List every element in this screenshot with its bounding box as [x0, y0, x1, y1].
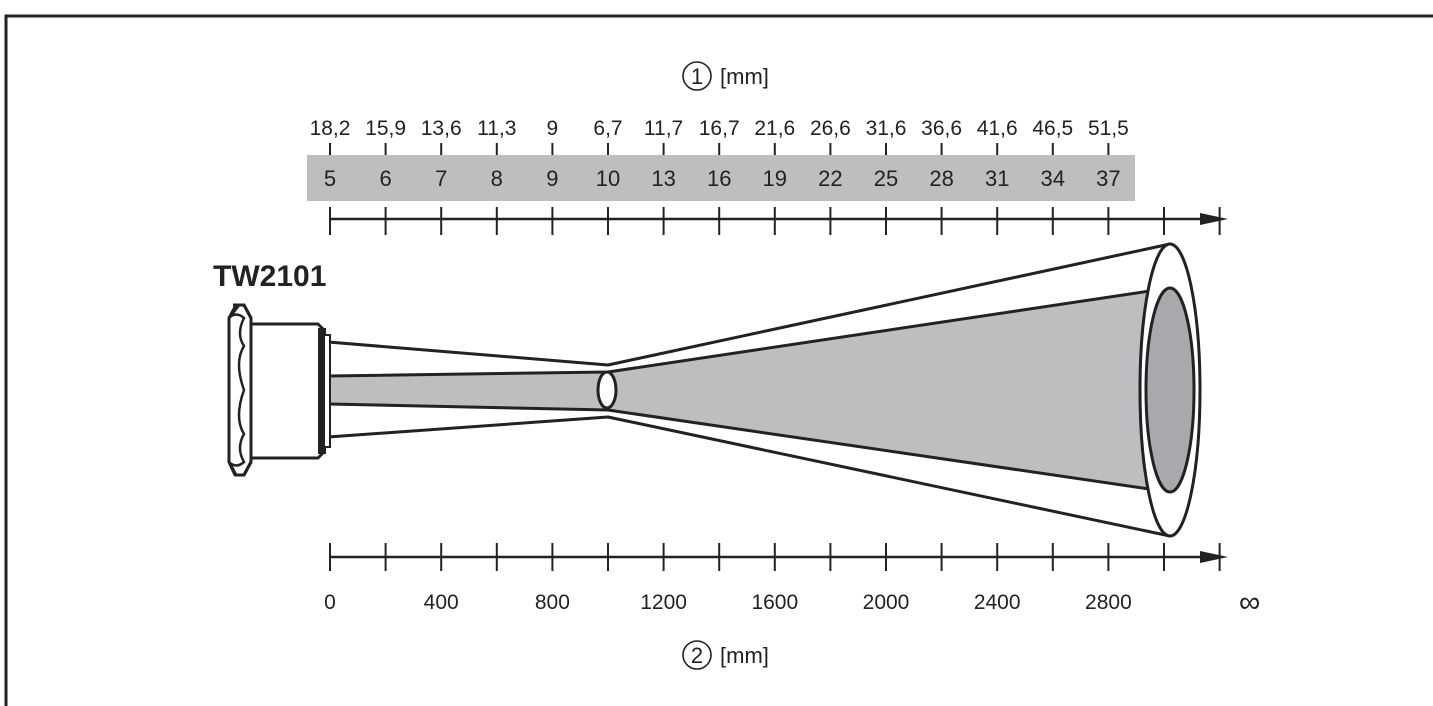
band-value-labels: 5 6 7 8 9 10 13 16 19 22 25 28 31 34 37: [324, 166, 1121, 191]
band-ticks: [329, 143, 1110, 155]
top-axis-legend: 1 [mm]: [682, 61, 769, 91]
spot-size-label: 11,7: [644, 117, 683, 140]
spot-size-label: 36,6: [921, 117, 962, 140]
distance-label: 2400: [974, 591, 1021, 614]
spot-size-label: 9: [547, 117, 559, 140]
model-label: TW2101: [213, 260, 326, 293]
bottom-axis-labels: 0 400 800 1200 1600 2000 2400 2800 ∞: [324, 586, 1260, 619]
top-axis-arrow: [1200, 213, 1228, 225]
band-value-label: 28: [929, 166, 953, 191]
band-value-label: 34: [1041, 166, 1065, 191]
top-distance-axis: [329, 207, 1228, 235]
bottom-axis-legend: 2 [mm]: [682, 640, 769, 670]
sensor-body: [227, 303, 331, 477]
spot-size-label: 15,9: [365, 117, 406, 140]
marker-1-circle: [682, 61, 712, 91]
spot-size-label: 21,6: [754, 117, 795, 140]
band-value-label: 9: [546, 166, 558, 191]
band-value-label: 10: [596, 166, 620, 191]
spot-size-label: 26,6: [810, 117, 851, 140]
spot-size-label: 13,6: [421, 117, 462, 140]
spot-size-labels: 18,2 15,9 13,6 11,3 9 6,7 11,7 16,7 21,6 26,6 31,6…: [310, 117, 1129, 140]
marker-2-circle: [682, 640, 712, 670]
distance-label: 1200: [640, 591, 687, 614]
band-value-label: 5: [324, 166, 336, 191]
sensor-lens-ring: [318, 328, 326, 454]
spot-size-label: 16,7: [699, 117, 740, 140]
spot-size-label: 11,3: [477, 117, 516, 140]
far-inner-ellipse: [1144, 286, 1196, 494]
focus-spot: [596, 370, 618, 410]
inner-beam-cone: [326, 286, 1172, 494]
frame-border: [4, 14, 1433, 706]
band-value-label: 16: [707, 166, 731, 191]
sensor-nut-profile: [228, 313, 246, 467]
distance-label: 0: [324, 591, 336, 614]
band-background: [307, 155, 1135, 201]
band-value-label: 19: [763, 166, 787, 191]
band-value-label: 22: [818, 166, 842, 191]
bottom-axis-unit: [mm]: [720, 643, 769, 668]
distance-label: 800: [535, 591, 570, 614]
marker-1-number: 1: [691, 64, 703, 89]
spot-size-label: 41,6: [977, 117, 1018, 140]
spot-size-label: 18,2: [310, 117, 351, 140]
band-value-label: 37: [1096, 166, 1120, 191]
spot-size-label: 31,6: [866, 117, 907, 140]
distance-label: 1600: [751, 591, 798, 614]
bottom-axis-arrow: [1200, 551, 1228, 563]
sensor-nut-outline: [227, 303, 253, 477]
sensor-housing: [249, 322, 326, 460]
bottom-distance-axis: [329, 543, 1228, 571]
sensor-lens: [323, 334, 331, 448]
band-value-label: 31: [985, 166, 1009, 191]
band-value-label: 25: [874, 166, 898, 191]
marker-2-number: 2: [691, 643, 703, 668]
band-value-label: 6: [379, 166, 391, 191]
band-value-label: 7: [435, 166, 447, 191]
spot-size-label: 46,5: [1032, 117, 1073, 140]
infinity-label: ∞: [1239, 586, 1260, 619]
distance-label: 400: [424, 591, 459, 614]
band-value-label: 13: [651, 166, 675, 191]
distance-label: 2000: [863, 591, 910, 614]
spot-size-label: 51,5: [1088, 117, 1129, 140]
top-axis-unit: [mm]: [720, 64, 769, 89]
spot-size-label: 6,7: [593, 117, 622, 140]
band-value-label: 8: [491, 166, 503, 191]
distance-label: 2800: [1085, 591, 1132, 614]
